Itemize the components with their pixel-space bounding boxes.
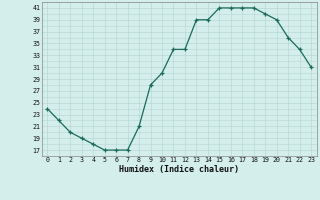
X-axis label: Humidex (Indice chaleur): Humidex (Indice chaleur)	[119, 165, 239, 174]
